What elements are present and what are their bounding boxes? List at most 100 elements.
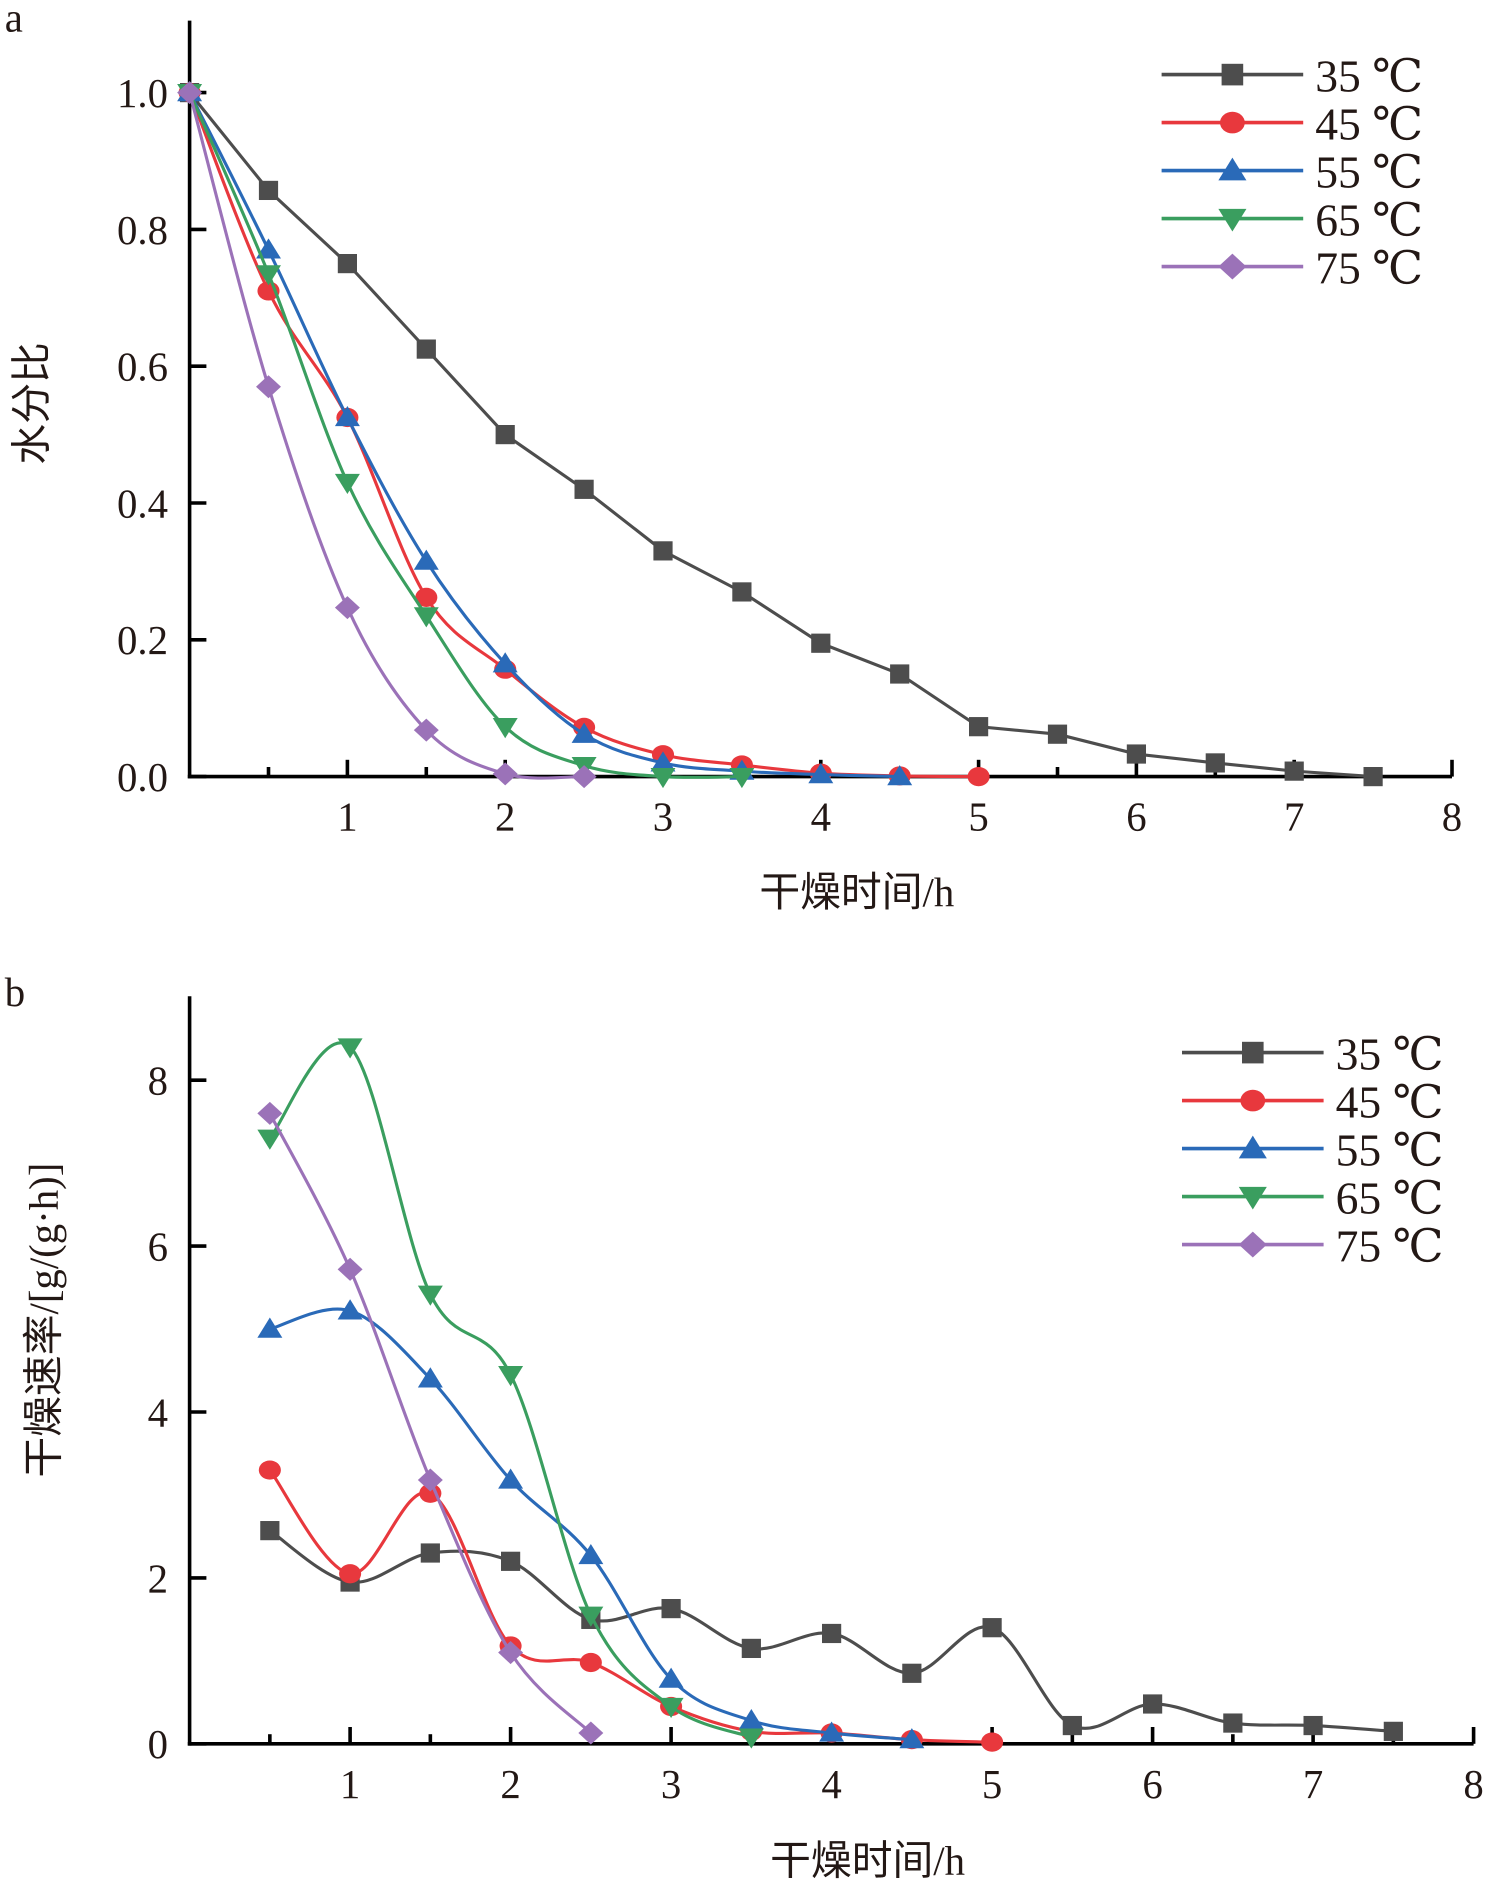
data-point (415, 587, 438, 607)
x-tick-label: 3 (661, 1762, 681, 1807)
data-point (1143, 1694, 1163, 1714)
series-75C (257, 1101, 604, 1745)
data-point (417, 1285, 443, 1306)
series-35C (180, 83, 1383, 787)
data-point (256, 238, 281, 259)
data-point (258, 1460, 281, 1480)
data-point (658, 1697, 684, 1718)
data-point (492, 762, 518, 786)
series-line (268, 1041, 752, 1739)
data-point (416, 339, 436, 359)
legend-label: 45 ℃ (1315, 98, 1423, 149)
panel-a-label: a (5, 0, 23, 40)
series-35C (260, 1521, 1403, 1741)
data-point (498, 1366, 524, 1387)
y-tick-label: 8 (148, 1059, 168, 1104)
data-point (420, 1543, 440, 1563)
legend-entry: 65 ℃ (1182, 1172, 1444, 1223)
legend-marker-triangle-up (1238, 1135, 1267, 1159)
series-55C (177, 81, 913, 786)
legend: 35 ℃45 ℃55 ℃65 ℃75 ℃ (1161, 50, 1423, 293)
data-point (256, 265, 281, 286)
data-point (661, 1598, 681, 1619)
series-45C (178, 83, 990, 787)
data-point (339, 1564, 362, 1584)
x-axis-label: 干燥时间/h (770, 1839, 965, 1882)
data-point (811, 633, 831, 653)
data-point (501, 1551, 521, 1571)
data-point (337, 1299, 363, 1320)
x-tick-label: 1 (337, 795, 357, 840)
legend-marker-diamond (1218, 253, 1247, 280)
series-45C (258, 1460, 1004, 1752)
x-tick-label: 5 (982, 1762, 1002, 1807)
data-point (899, 1728, 925, 1749)
x-tick-label: 3 (653, 795, 673, 840)
y-tick-label: 6 (148, 1225, 168, 1270)
x-tick-label: 5 (968, 795, 988, 840)
data-point (337, 254, 357, 274)
x-tick-label: 2 (500, 1762, 520, 1807)
legend-marker-circle (1240, 1089, 1266, 1112)
y-tick-label: 2 (148, 1556, 168, 1601)
data-point (1047, 724, 1068, 744)
data-point (417, 1468, 443, 1492)
legend-label: 65 ℃ (1315, 194, 1423, 245)
data-point (257, 1129, 283, 1150)
chart-b: 1 2 3 4 5 6 7 8 0 2 4 6 8 干燥时间/h 干燥速率/[g/(g·h)] 35 ℃45 … (22, 996, 1484, 1882)
x-tick-label: 4 (821, 1762, 841, 1807)
data-point (732, 582, 752, 602)
data-point (417, 1367, 443, 1388)
legend-label: 45 ℃ (1336, 1076, 1444, 1127)
legend-label: 75 ℃ (1336, 1220, 1444, 1271)
data-point (890, 664, 910, 684)
data-point (650, 767, 676, 789)
legend-marker-triangle-up (1218, 157, 1247, 181)
data-point (1383, 1721, 1403, 1741)
data-point (729, 767, 755, 789)
series-line (269, 1307, 912, 1742)
legend-entry: 35 ℃ (1161, 50, 1423, 101)
data-point (413, 607, 439, 628)
series-line (268, 1112, 592, 1735)
data-point (571, 722, 597, 743)
data-point (337, 1038, 363, 1059)
legend-marker-diamond (1238, 1231, 1267, 1258)
legend-entry: 45 ℃ (1161, 98, 1423, 149)
legend-entry: 35 ℃ (1182, 1028, 1444, 1079)
legend-label: 65 ℃ (1336, 1172, 1444, 1223)
y-tick-label: 0 (148, 1722, 168, 1767)
legend-label: 35 ℃ (1336, 1028, 1444, 1079)
data-point (741, 1638, 761, 1659)
series-line (188, 91, 900, 779)
legend-marker-circle (1219, 111, 1245, 134)
data-point (578, 1606, 604, 1627)
legend-marker-triangle-down (1218, 208, 1247, 232)
x-tick-label: 6 (1142, 1762, 1162, 1807)
data-point (738, 1728, 764, 1749)
data-point (334, 596, 360, 620)
y-tick-label: 0.8 (117, 208, 168, 253)
x-tick-label: 6 (1126, 795, 1146, 840)
series-line (188, 91, 1374, 779)
data-point (1126, 744, 1146, 764)
data-point (498, 1641, 524, 1665)
legend-entry: 45 ℃ (1182, 1076, 1444, 1127)
data-point (658, 1667, 684, 1688)
x-axis-label: 干燥时间/h (759, 870, 954, 915)
data-point (902, 1663, 922, 1683)
data-point (413, 549, 439, 570)
series-65C (257, 1038, 764, 1749)
x-tick-label: 1 (340, 1762, 360, 1807)
data-point (967, 767, 990, 787)
data-point (819, 1721, 845, 1742)
data-point (982, 1618, 1002, 1638)
x-tick-label: 4 (811, 795, 831, 840)
legend-marker-square (1242, 1041, 1264, 1064)
x-tick-label: 8 (1442, 795, 1462, 840)
y-tick-label: 0.4 (117, 481, 168, 526)
legend-label: 55 ℃ (1336, 1124, 1444, 1175)
data-point (1205, 753, 1225, 773)
data-point (419, 1483, 442, 1503)
legend-marker-triangle-down (1238, 1186, 1267, 1210)
